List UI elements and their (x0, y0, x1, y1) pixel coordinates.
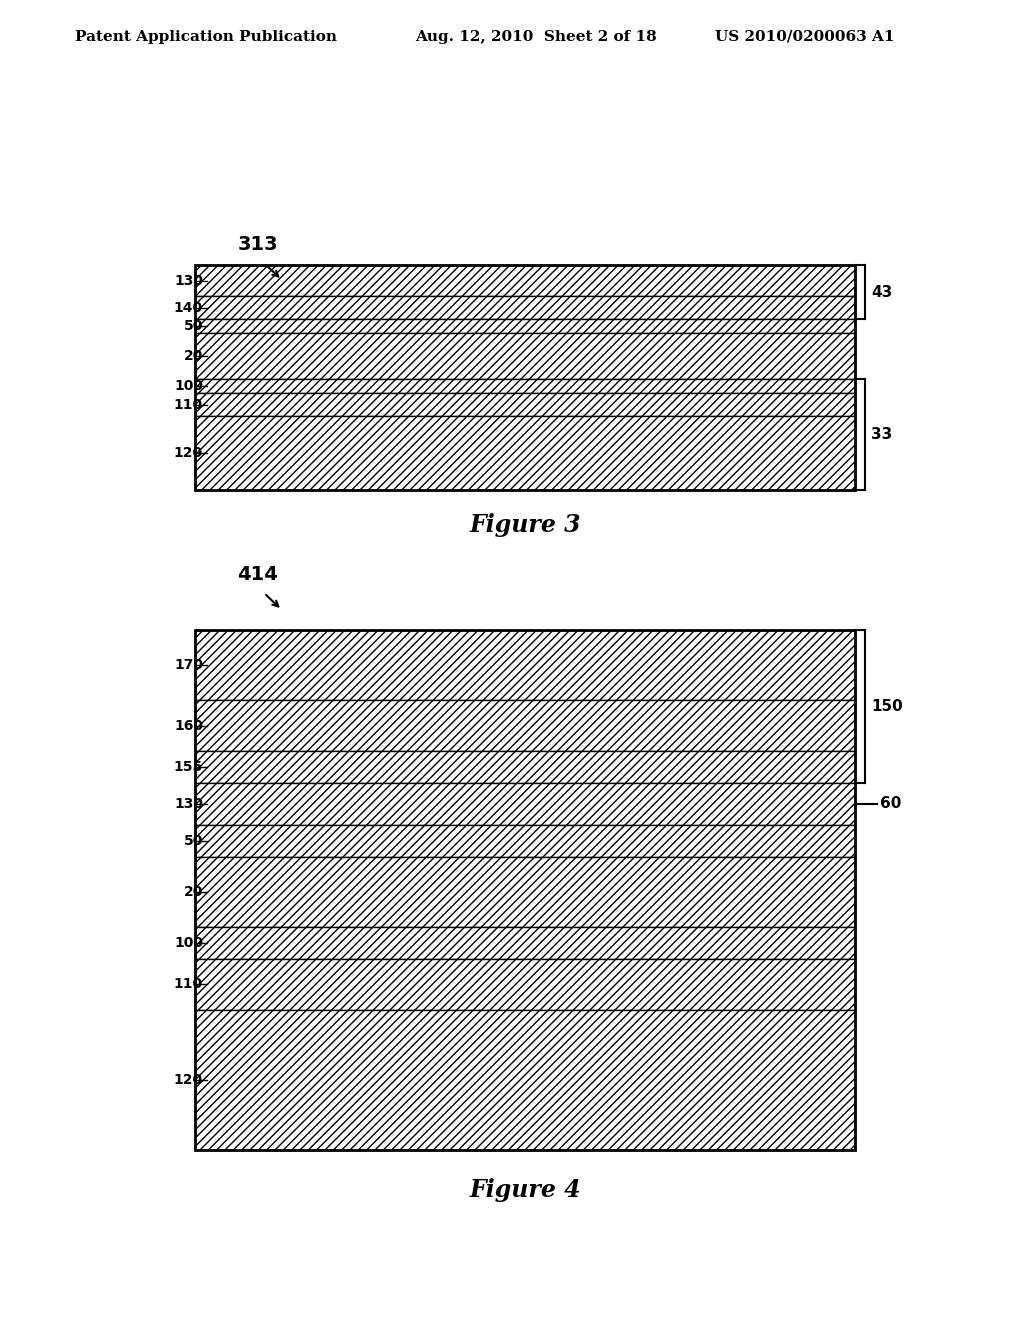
Text: 50: 50 (183, 833, 203, 847)
Text: 313: 313 (238, 235, 279, 255)
Bar (195, 393, 855, 416)
Text: 150: 150 (871, 700, 903, 714)
Bar (195, 630, 855, 1150)
Text: 130: 130 (174, 273, 203, 288)
Text: 43: 43 (871, 285, 892, 300)
Text: 120: 120 (174, 1073, 203, 1086)
Bar (195, 296, 855, 319)
Text: 155: 155 (174, 760, 203, 774)
Text: 110: 110 (174, 977, 203, 991)
Text: 50: 50 (183, 319, 203, 333)
Text: Figure 4: Figure 4 (469, 1177, 581, 1203)
Text: 130: 130 (174, 797, 203, 810)
Text: 170: 170 (174, 659, 203, 672)
Text: 160: 160 (174, 718, 203, 733)
Bar (195, 825, 855, 857)
Bar (195, 319, 855, 334)
Text: 100: 100 (174, 936, 203, 949)
Bar (195, 1010, 855, 1150)
Bar (195, 927, 855, 958)
Bar (195, 416, 855, 490)
Text: US 2010/0200063 A1: US 2010/0200063 A1 (715, 30, 895, 44)
Bar (195, 379, 855, 393)
Text: 120: 120 (174, 446, 203, 459)
Text: Patent Application Publication: Patent Application Publication (75, 30, 337, 44)
Bar (195, 700, 855, 751)
Bar (195, 265, 855, 296)
Text: 100: 100 (174, 379, 203, 393)
Text: 110: 110 (174, 397, 203, 412)
Text: 20: 20 (183, 348, 203, 363)
Text: 20: 20 (183, 884, 203, 899)
Bar (195, 857, 855, 927)
Text: Figure 3: Figure 3 (469, 513, 581, 537)
Bar (195, 630, 855, 700)
Bar (195, 958, 855, 1010)
Bar (195, 334, 855, 379)
Bar (195, 751, 855, 783)
Bar (195, 265, 855, 490)
Text: 414: 414 (238, 565, 279, 585)
Text: 33: 33 (871, 426, 892, 442)
Text: Aug. 12, 2010  Sheet 2 of 18: Aug. 12, 2010 Sheet 2 of 18 (415, 30, 656, 44)
Text: 140: 140 (174, 301, 203, 314)
Bar (195, 783, 855, 825)
Text: 60: 60 (880, 796, 901, 812)
